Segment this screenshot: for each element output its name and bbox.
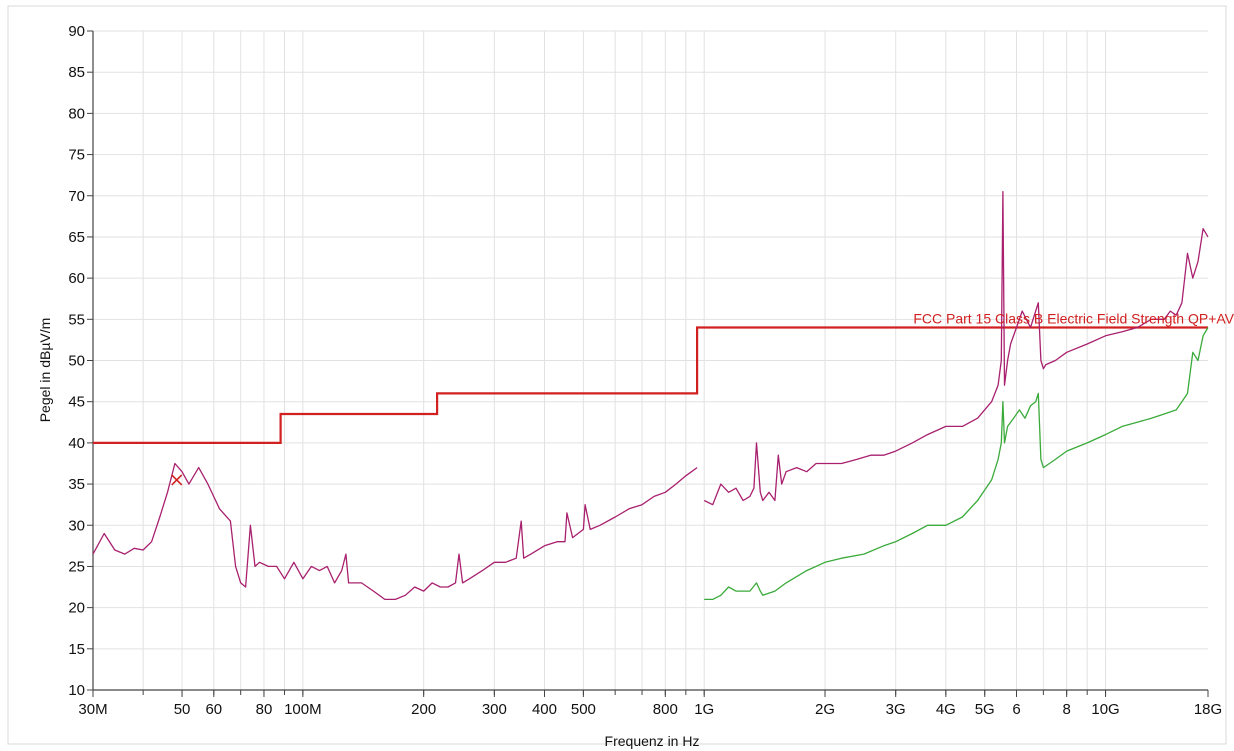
limit-line-label: FCC Part 15 Class B Electric Field Stren… (913, 311, 1234, 327)
y-tick-label: 35 (68, 476, 85, 493)
x-tick-label: 80 (256, 701, 273, 718)
x-tick-label: 100M (284, 701, 322, 718)
y-tick-label: 80 (68, 105, 85, 122)
y-tick-label: 20 (68, 600, 85, 617)
y-tick-label: 60 (68, 270, 85, 287)
x-tick-label: 10G (1091, 701, 1119, 718)
x-tick-label: 5G (975, 701, 995, 718)
y-tick-label: 30 (68, 517, 85, 534)
grid (92, 30, 1208, 691)
y-tick-label: 25 (68, 558, 85, 575)
y-tick-label: 45 (68, 394, 85, 411)
x-tick-label: 3G (886, 701, 906, 718)
series-line-3 (704, 327, 1209, 601)
chart-frame (7, 5, 1227, 745)
x-marker (171, 474, 183, 486)
x-tick-label: 18G (1194, 701, 1222, 718)
y-tick-label: 75 (68, 147, 85, 164)
markers (171, 474, 183, 486)
y-tick-label: 15 (68, 641, 85, 658)
y-tick-label: 10 (68, 682, 85, 699)
x-tick-label: 30M (78, 701, 107, 718)
x-tick-label: 200 (411, 701, 436, 718)
x-tick-label: 1G (694, 701, 714, 718)
x-tick-label: 2G (815, 701, 835, 718)
x-tick-label: 4G (936, 701, 956, 718)
y-axis-title: Pegel in dBµV/m (37, 318, 53, 423)
y-tick-label: 50 (68, 353, 85, 370)
limit-line-group (93, 326, 1208, 444)
x-axis-title: Frequenz in Hz (605, 733, 700, 749)
y-tick-label: 85 (68, 64, 85, 81)
series-group (92, 190, 1209, 601)
y-tick-label: 90 (68, 23, 85, 40)
series-line-2 (703, 190, 1209, 506)
x-tick-label: 500 (571, 701, 596, 718)
limit-line (93, 326, 1208, 444)
x-tick-label: 800 (653, 701, 678, 718)
ticks: 10 15 20 25 30 35 40 45 50 55 60 65 70 75 80 85 90 30M 50 6… (68, 23, 1222, 718)
y-tick-label: 40 (68, 435, 85, 452)
x-tick-label: 400 (532, 701, 557, 718)
y-tick-label: 55 (68, 311, 85, 328)
x-tick-label: 50 (174, 701, 191, 718)
series-line-1 (92, 462, 698, 601)
x-tick-label: 60 (205, 701, 222, 718)
x-tick-label: 8 (1062, 701, 1070, 718)
x-tick-label: 6 (1012, 701, 1020, 718)
y-tick-label: 70 (68, 188, 85, 205)
x-tick-label: 300 (482, 701, 507, 718)
y-tick-label: 65 (68, 229, 85, 246)
